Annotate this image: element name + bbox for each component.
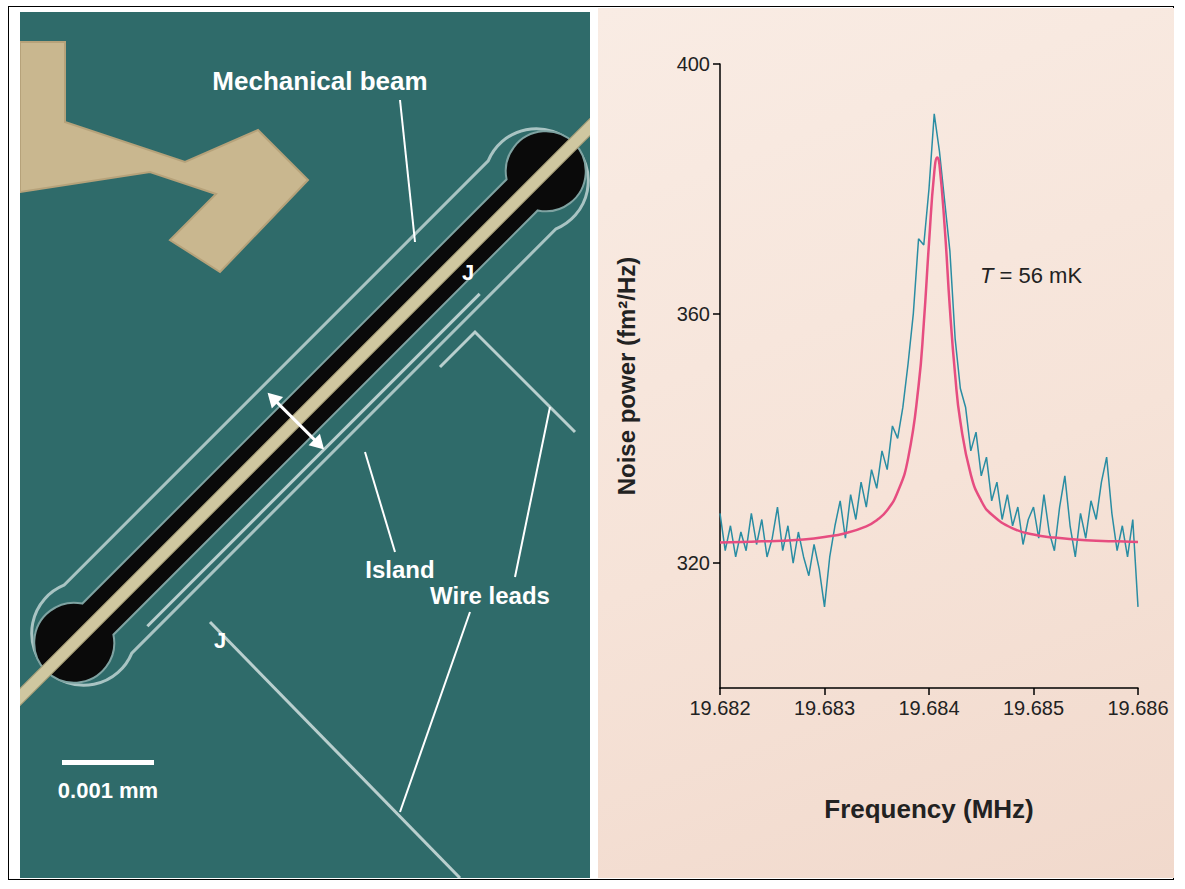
- svg-text:19.685: 19.685: [1003, 697, 1064, 719]
- svg-text:Frequency (MHz): Frequency (MHz): [824, 794, 1033, 824]
- svg-text:J: J: [214, 628, 226, 653]
- svg-text:= 56 mK: = 56 mK: [993, 263, 1082, 288]
- svg-text:Wire leads: Wire leads: [430, 582, 550, 609]
- svg-text:Island: Island: [365, 556, 434, 583]
- svg-text:0.001 mm: 0.001 mm: [58, 778, 158, 803]
- svg-text:19.682: 19.682: [689, 697, 750, 719]
- svg-text:400: 400: [677, 53, 710, 75]
- svg-text:360: 360: [677, 303, 710, 325]
- svg-text:19.684: 19.684: [898, 697, 959, 719]
- svg-text:320: 320: [677, 552, 710, 574]
- svg-text:Mechanical beam: Mechanical beam: [212, 66, 427, 96]
- svg-text:Noise power (fm²/Hz): Noise power (fm²/Hz): [613, 257, 640, 496]
- svg-text:19.686: 19.686: [1107, 697, 1168, 719]
- svg-text:J: J: [462, 260, 474, 285]
- svg-text:T: T: [980, 262, 994, 288]
- svg-text:19.683: 19.683: [794, 697, 855, 719]
